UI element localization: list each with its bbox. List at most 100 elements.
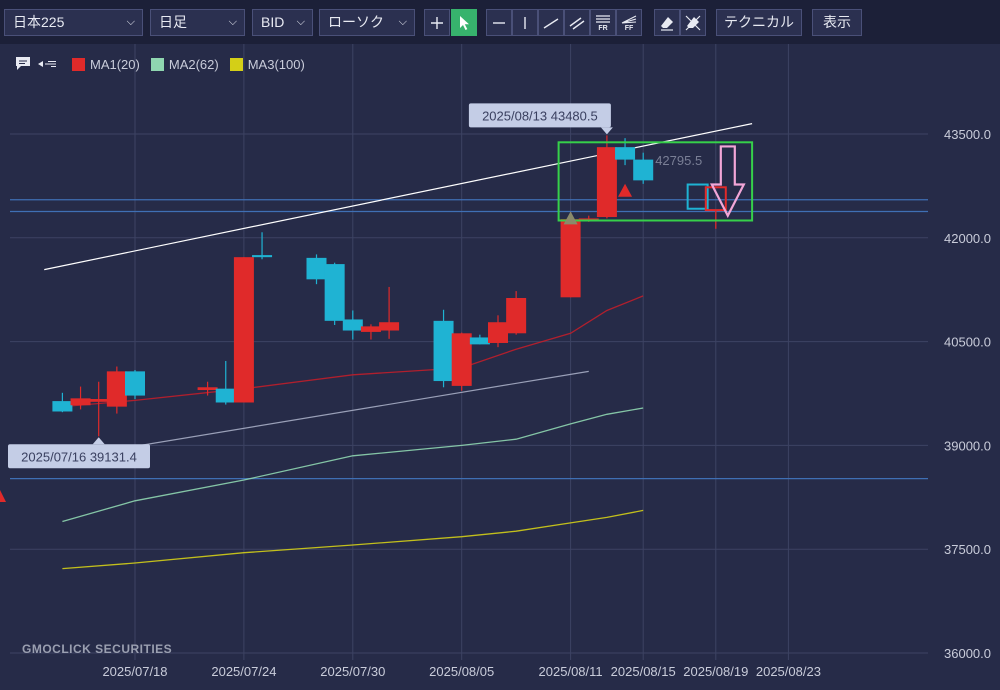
candle-body [342,319,363,331]
chevron-down-icon: ⌵ [296,16,305,28]
ma1-swatch [72,57,85,71]
fibonacci-retracement-label: FR [598,25,607,32]
crosshair-tool-button[interactable] [424,9,450,36]
candle-body [125,371,145,396]
candle-body [379,322,400,331]
symbol-select[interactable]: 日本225 ⌵ [4,9,143,36]
candle-body [506,298,527,334]
legend-ma1[interactable]: MA1(20) [72,57,140,72]
price-type-select[interactable]: BID ⌵ [252,9,313,36]
chevron-down-icon: ⌵ [228,16,237,28]
fibonacci-fan-label: FF [625,25,634,32]
projected-candle [704,186,727,212]
faint-price-label: 42795.5 [655,153,702,168]
callout-pointer [600,127,613,135]
comment-icon[interactable] [14,55,32,74]
legend-ma1-label: MA1(20) [90,56,140,72]
candle-body [197,387,218,391]
candle-body [88,399,109,402]
trend-line-icon [543,17,559,29]
projected-candle [686,183,709,210]
x-tick-label: 2025/08/05 [429,664,494,679]
candlesticks [52,135,727,437]
channel-line-tool-button[interactable] [564,9,590,36]
chart-toolbar: 日本225 ⌵ 日足 ⌵ BID ⌵ ローソク ⌵ FR FF [0,0,1000,44]
y-tick-label: 37500.0 [944,542,991,557]
horizontal-line-tool-button[interactable] [486,9,512,36]
legend-ma3-label: MA3(100) [247,56,305,72]
x-tick-label: 2025/07/24 [211,664,276,679]
symbol-select-value: 日本225 [13,14,65,30]
candle-body [324,264,345,321]
price-callouts: 2025/08/13 43480.5 2025/07/16 39131.4 [8,103,613,469]
candle-body [306,257,327,280]
technical-button[interactable]: テクニカル [716,9,802,36]
chevron-down-icon: ⌵ [398,16,407,28]
price-chart[interactable]: 42795.5 36000.0 37500.0 39000.0 40500.0 4200… [0,44,1000,690]
candle-body [560,219,581,298]
pointer-tool-button[interactable] [451,9,477,36]
candle-body [469,337,490,345]
legend-ma3[interactable]: MA3(100) [229,56,305,72]
y-tick-label: 36000.0 [944,646,991,661]
chart-style-select[interactable]: ローソク ⌵ [319,9,415,36]
timeframe-select-value: 日足 [159,14,187,30]
vertical-line-icon [524,16,526,29]
horizontal-lines [10,199,928,480]
crosshair-icon [431,16,443,29]
candle-body [451,333,472,386]
highlight-rectangle [557,141,754,222]
eraser-icon [661,16,673,31]
offscreen-marker-triangle [0,490,6,502]
price-callout-box [8,444,150,469]
price-type-select-value: BID [261,14,285,30]
callout-pointer [92,437,105,445]
ma3-swatch [229,57,243,71]
candle-body [596,147,617,218]
trend-line-tool-button[interactable] [538,9,564,36]
legend-ma2-label: MA2(62) [168,56,219,72]
fibonacci-retracement-tool-button[interactable]: FR [590,9,616,36]
x-tick-label: 2025/07/30 [320,664,385,679]
candle-body [633,159,654,181]
horizontal-line-icon [493,21,505,24]
y-tick-label: 39000.0 [944,438,991,453]
candle-body [488,322,508,343]
candle-body [252,255,273,258]
delete-all-tool-button[interactable] [680,9,706,36]
y-axis: 36000.0 37500.0 39000.0 40500.0 42000.0 43500… [944,127,991,661]
timeframe-select[interactable]: 日足 ⌵ [150,9,245,36]
candle-body [233,257,254,403]
parallel-lines-icon [569,16,585,30]
trend-line [98,370,589,453]
eraser-tool-button[interactable] [654,9,680,36]
broker-watermark: GMOCLICK SECURITIES [22,642,173,656]
x-tick-label: 2025/08/11 [539,664,603,679]
erase-all-icon [685,15,701,30]
candle-body [106,371,127,407]
x-tick-label: 2025/08/15 [611,664,676,679]
price-callout-text: 2025/07/16 39131.4 [21,449,137,464]
signal-marker-triangle [563,211,578,225]
legend-toggle-icon[interactable] [36,55,58,74]
fibonacci-fan-tool-button[interactable]: FF [616,9,642,36]
ma2-swatch [150,57,164,71]
display-button[interactable]: 表示 [812,9,862,36]
vertical-line-tool-button[interactable] [512,9,538,36]
moving-average-line [62,509,644,570]
y-tick-label: 43500.0 [944,127,991,142]
candle-body [433,320,454,382]
price-callout-box [468,103,611,128]
y-tick-label: 42000.0 [944,231,991,246]
candle-body [615,147,636,160]
candle-body [578,218,599,221]
chart-style-select-value: ローソク [328,14,384,30]
x-tick-label: 2025/07/18 [102,664,167,679]
candle-body [52,401,73,412]
y-tick-label: 40500.0 [944,335,991,350]
moving-average-line [62,407,644,523]
legend-ma2[interactable]: MA2(62) [150,56,219,72]
cursor-arrow-icon [460,15,469,30]
chart-legend: MA1(20) MA2(62) MA3(100) [14,54,316,74]
chart-drawings: 42795.5 [0,141,754,502]
